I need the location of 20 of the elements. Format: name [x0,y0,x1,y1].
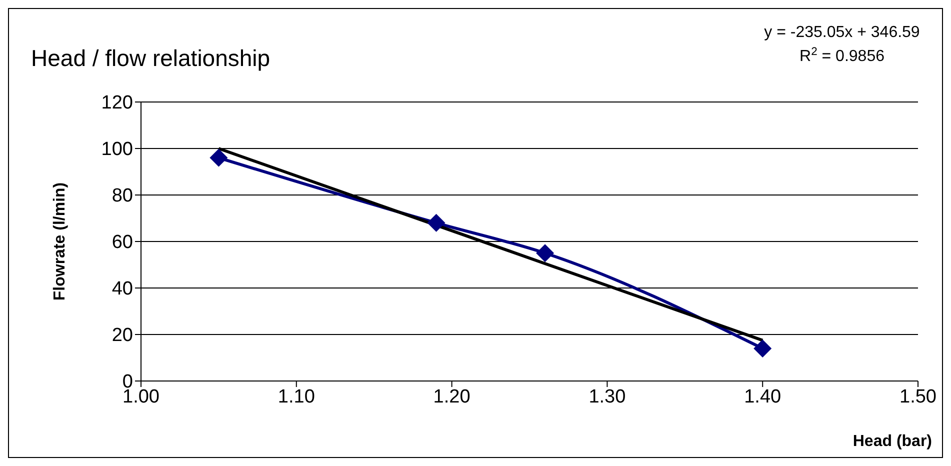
point [210,148,228,167]
x-tick-label: 1.50 [900,386,936,408]
y-tick-label: 20 [112,325,133,346]
point [536,244,554,262]
text: R$^{2}$ = 0.9856 [800,46,885,65]
y-tick-label: 120 [101,92,133,114]
x-tick-label: 1.30 [588,386,626,408]
y-tick-label: 60 [112,232,133,254]
point [754,339,772,358]
point [427,214,446,232]
x-axis-title: Head (bar) [852,433,932,451]
y-tick-label: 40 [112,278,133,300]
chart-title: Head / flow relationship [31,45,270,72]
y-axis-title: Flowrate (l/min) [52,182,69,301]
x-tick-label: 1.10 [278,386,315,408]
y-tick-label: 80 [112,186,133,207]
text: y = -235.05x + 346.59 [764,24,920,41]
y-tick-label: 100 [101,139,133,160]
x-tick-label: 1.40 [744,386,782,408]
x-tick-label: 1.20 [433,386,470,408]
